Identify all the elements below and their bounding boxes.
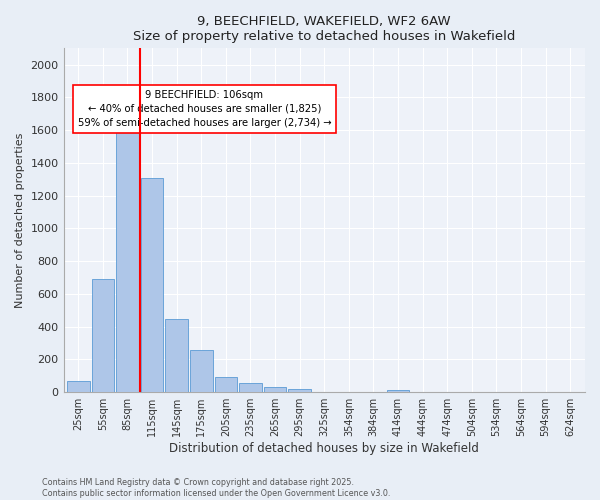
Bar [166, 318, 188, 392]
Bar [239, 383, 262, 392]
Text: 9 BEECHFIELD: 106sqm
← 40% of detached houses are smaller (1,825)
59% of semi-de: 9 BEECHFIELD: 106sqm ← 40% of detached h… [77, 90, 331, 128]
Bar [289, 390, 311, 392]
Bar [264, 388, 286, 392]
Bar [141, 178, 163, 392]
Text: Contains HM Land Registry data © Crown copyright and database right 2025.
Contai: Contains HM Land Registry data © Crown c… [42, 478, 391, 498]
Y-axis label: Number of detached properties: Number of detached properties [15, 132, 25, 308]
X-axis label: Distribution of detached houses by size in Wakefield: Distribution of detached houses by size … [169, 442, 479, 455]
Bar [92, 279, 114, 392]
Title: 9, BEECHFIELD, WAKEFIELD, WF2 6AW
Size of property relative to detached houses i: 9, BEECHFIELD, WAKEFIELD, WF2 6AW Size o… [133, 15, 515, 43]
Bar [67, 380, 89, 392]
Bar [116, 117, 139, 392]
Bar [190, 350, 212, 392]
Bar [215, 376, 237, 392]
Bar [387, 390, 409, 392]
